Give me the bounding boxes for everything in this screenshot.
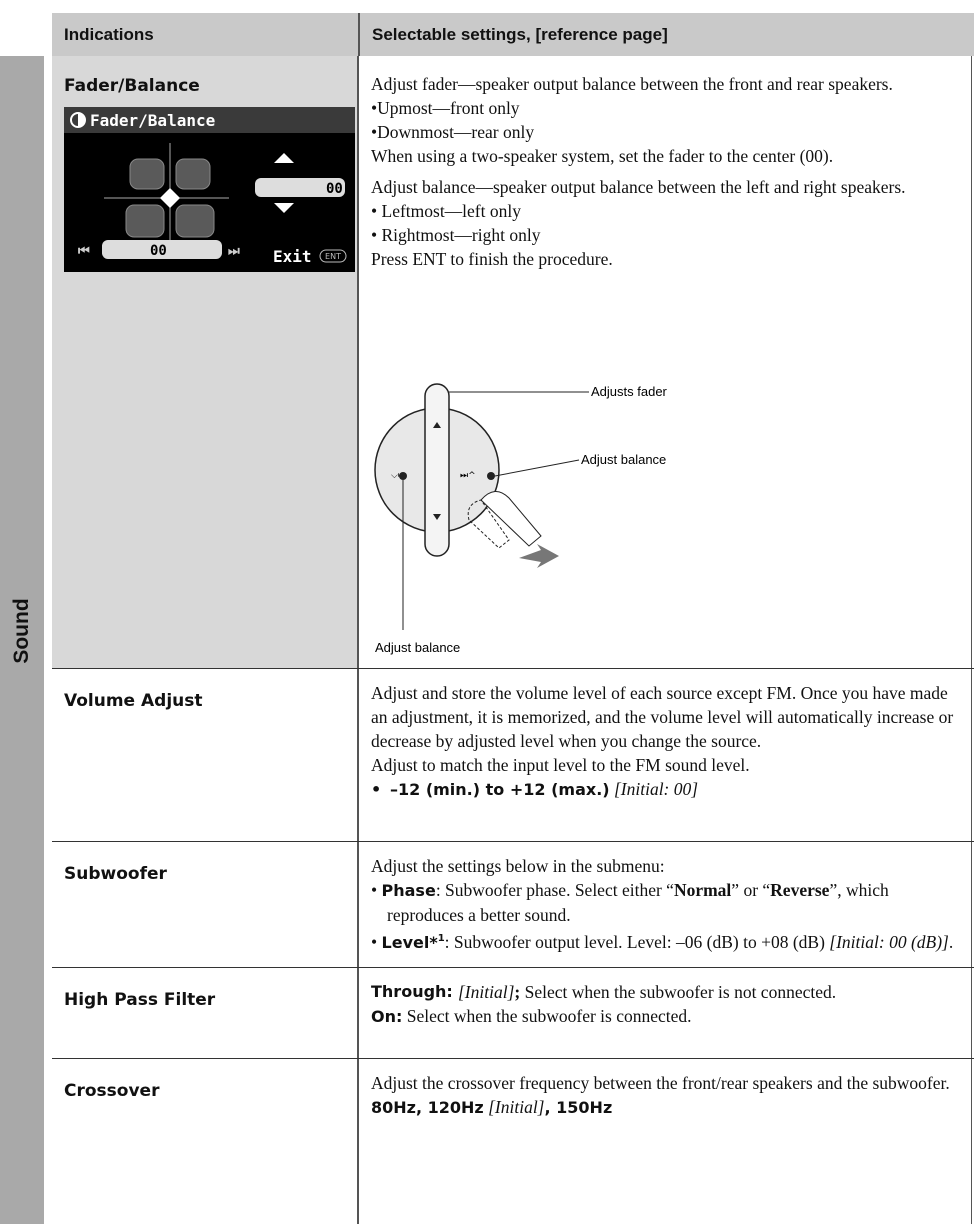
settings-cell: Adjust the settings below in the submenu…	[359, 842, 971, 955]
option-label: Level*	[381, 932, 438, 952]
initial: [Initial: 00]	[613, 779, 699, 799]
header-cell: Selectable settings, [reference page]	[358, 13, 974, 56]
dial-diagram: ⌵⏮ ⏭^ Adjusts fader Adjust balance Adjus…	[374, 383, 668, 655]
side-label: Sound	[10, 598, 33, 664]
right-border	[971, 56, 972, 1224]
option-label: On:	[371, 1007, 403, 1026]
settings-cell: Adjust fader—speaker output balance betw…	[359, 56, 971, 668]
diagram-label: Adjusts fader	[591, 384, 668, 399]
option: Through: [Initial]; Select when the subw…	[371, 980, 957, 1004]
row-border	[52, 841, 974, 842]
option: •Downmost—rear only	[371, 122, 535, 142]
row-border	[52, 1058, 974, 1059]
svg-text:⏭: ⏭	[228, 244, 240, 259]
row-border	[52, 967, 974, 968]
paragraph: Adjust fader—speaker output balance betw…	[371, 74, 893, 94]
paragraph: Adjust and store the volume level of eac…	[371, 683, 954, 751]
bullet: •	[371, 880, 378, 900]
bullet: •	[371, 931, 378, 952]
text: ”, which reproduces a better sound.	[387, 880, 889, 925]
indication: Subwoofer	[64, 864, 167, 884]
option: On: Select when the subwoofer is connect…	[371, 1004, 957, 1029]
option: • Phase: Subwoofer phase. Select either …	[371, 878, 957, 927]
paragraph: Adjust to match the input level to the F…	[371, 755, 750, 775]
paragraph: Adjust balance—speaker output balance be…	[371, 177, 906, 197]
initial: [Initial]	[458, 982, 515, 1002]
row-border	[52, 668, 974, 669]
option: • Rightmost—right only	[371, 225, 541, 245]
range: –12 (min.) to +12 (max.)	[389, 780, 610, 799]
svg-text:⏭^: ⏭^	[460, 471, 476, 481]
text: [Initial]; Select when the subwoofer is …	[458, 980, 836, 1004]
indication-cell: Fader/Balance Fader/Balance 00 ⏮ 00 ⏭ Ex…	[52, 56, 357, 668]
header-text: Selectable settings, [reference page]	[372, 24, 668, 44]
text: : Subwoofer phase. Select either “	[435, 880, 674, 900]
indication: Fader/Balance	[64, 76, 200, 96]
paragraph: Adjust the crossover frequency between t…	[371, 1073, 950, 1093]
paragraph: Press ENT to finish the procedure.	[371, 249, 613, 269]
settings-cell: Through: [Initial]; Select when the subw…	[359, 968, 971, 1029]
footnote: 1	[437, 933, 445, 944]
settings-cell: Adjust and store the volume level of eac…	[359, 669, 971, 802]
screen-exit: Exit	[273, 247, 312, 266]
text: Select when the subwoofer is not connect…	[524, 982, 837, 1002]
svg-text:⏮: ⏮	[78, 244, 90, 259]
fader-value: 00	[326, 181, 343, 197]
initial: [Initial: 00 (dB)]	[829, 931, 949, 952]
diagram-label: Adjust balance	[581, 452, 666, 467]
option-label: Phase	[381, 881, 436, 900]
indication: Crossover	[64, 1081, 160, 1101]
option-label: Through:	[371, 982, 453, 1001]
diagram-label: Adjust balance	[375, 640, 460, 655]
header-cell: Indications	[52, 13, 358, 56]
header-text: Indications	[64, 24, 154, 44]
screen-title: Fader/Balance	[90, 111, 215, 130]
text: : Subwoofer output level. Level: –06 (dB…	[444, 931, 825, 952]
paragraph: When using a two-speaker system, set the…	[371, 146, 834, 166]
text: Select when the subwoofer is connected.	[406, 1006, 692, 1026]
indication: Volume Adjust	[64, 691, 203, 711]
option: •Upmost—front only	[371, 98, 520, 118]
text: .	[948, 931, 954, 952]
text: 80Hz, 120Hz	[371, 1098, 484, 1117]
option: • Level*1: Subwoofer output level. Level…	[371, 927, 957, 955]
settings-cell: Adjust the crossover frequency between t…	[359, 1059, 971, 1120]
side-bar: Sound	[0, 56, 44, 1224]
bullet: •	[371, 780, 382, 799]
text: Reverse	[770, 880, 830, 900]
initial: [Initial]	[488, 1097, 545, 1117]
screen-image: Fader/Balance 00 ⏮ 00 ⏭ Exit ENT	[64, 107, 355, 272]
text: ” or “	[731, 880, 771, 900]
text: , 150Hz	[544, 1098, 613, 1117]
text: Normal	[673, 880, 732, 900]
option: 80Hz, 120Hz [Initial], 150Hz	[371, 1095, 957, 1120]
screen-ent: ENT	[325, 252, 341, 261]
svg-text:⌵⏮: ⌵⏮	[391, 471, 406, 481]
text: ;	[514, 982, 521, 1002]
paragraph: Adjust the settings below in the submenu…	[371, 856, 665, 876]
balance-value: 00	[150, 243, 167, 259]
option: • –12 (min.) to +12 (max.) [Initial: 00]	[371, 777, 957, 802]
indication: High Pass Filter	[64, 990, 216, 1010]
option: • Leftmost—left only	[371, 201, 521, 221]
column-divider	[357, 56, 359, 1224]
